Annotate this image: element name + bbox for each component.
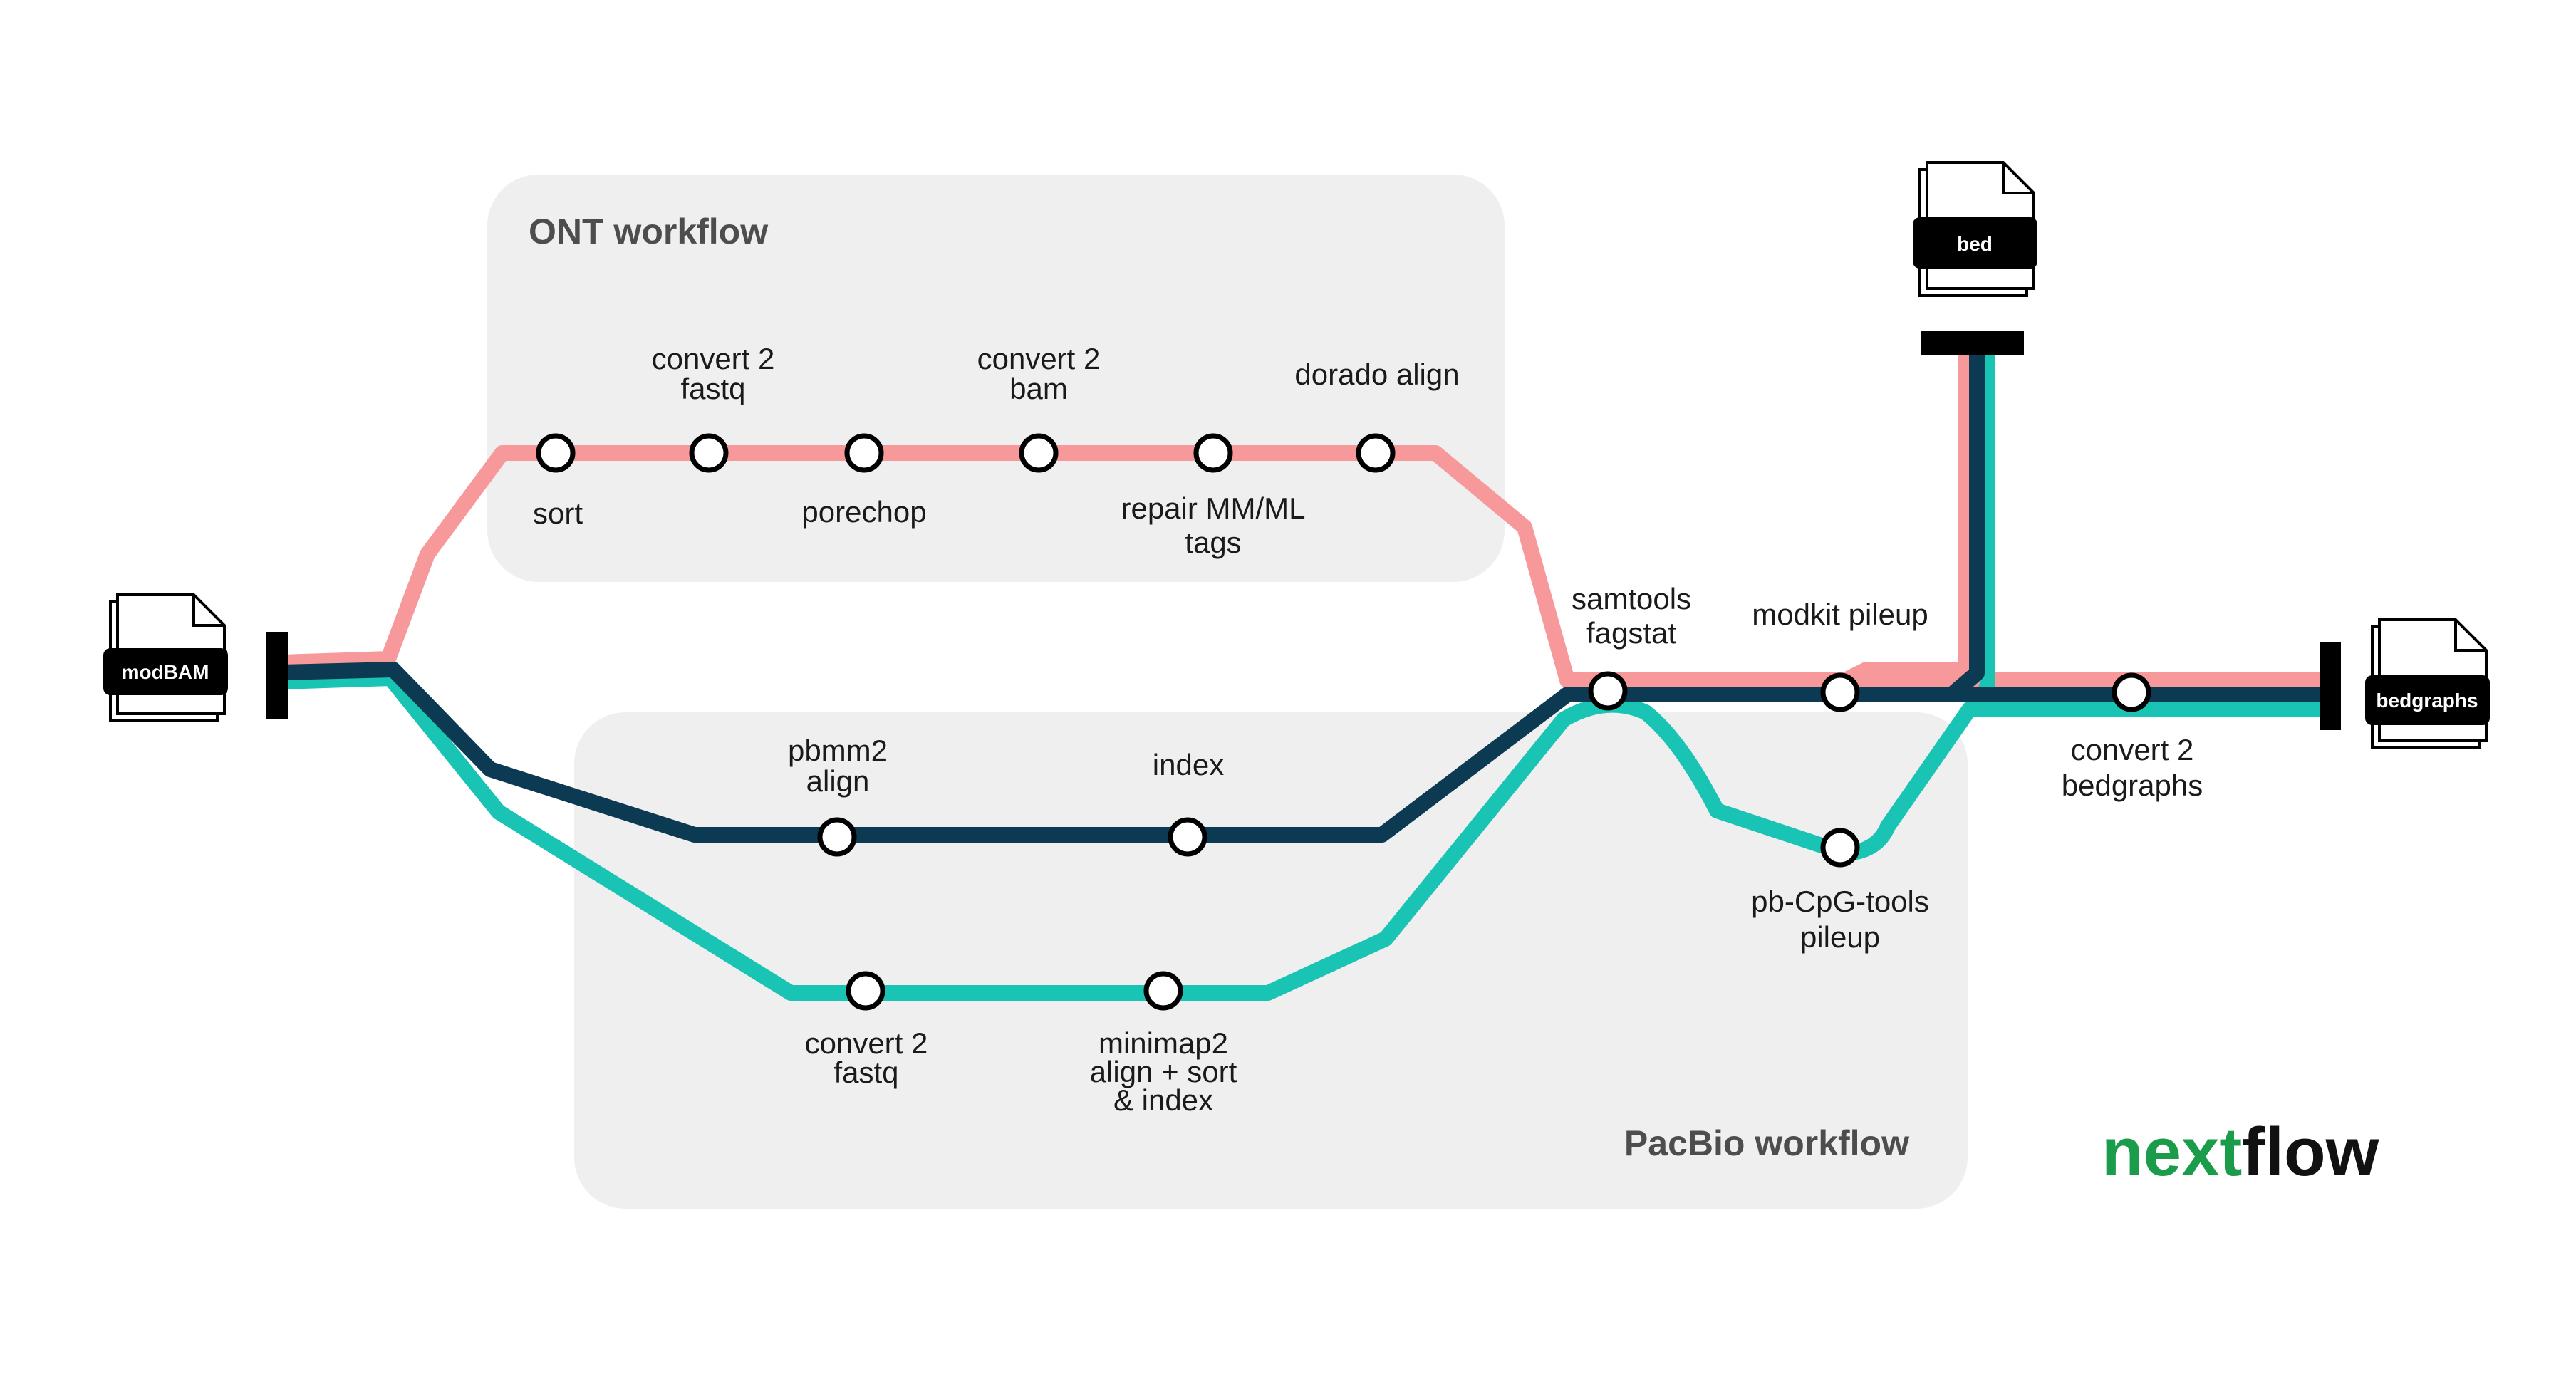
node-sort: [536, 433, 576, 473]
node-convert-2-bam: [1019, 433, 1059, 473]
nextflow-logo: nextflow: [2102, 1114, 2379, 1190]
label-samtools-fagstat: samtools fagstat: [1572, 582, 1691, 650]
node-convert-2-fastq: [689, 433, 729, 473]
label-dorado-align: dorado align: [1294, 358, 1459, 391]
ont-bed-branch: [1837, 338, 1974, 688]
ont-workflow-panel: [487, 175, 1505, 582]
node-index: [1168, 817, 1208, 857]
svg-text:nextflow: nextflow: [2102, 1114, 2379, 1190]
bedgraphs-terminal-bar: [2320, 642, 2341, 730]
node-pb-cpg-tools-pileup: [1820, 828, 1860, 868]
bed-file-icon: [1913, 161, 2037, 297]
label-repair-mm-ml-tags: repair MM/ML tags: [1121, 491, 1305, 559]
label-convert-2-fastq: convert 2 fastq: [652, 342, 775, 405]
logo-next: next: [2102, 1114, 2242, 1190]
label-sort: sort: [533, 496, 583, 530]
label-index: index: [1153, 748, 1224, 781]
ont-workflow-title: ONT workflow: [529, 212, 768, 251]
pbmm2-track: [274, 662, 2334, 843]
bedgraphs-file-icon: [2365, 618, 2490, 749]
label-minimap2-align-sort-index: minimap2 align + sort & index: [1090, 1026, 1237, 1117]
label-convert-2-bam: convert 2 bam: [977, 342, 1101, 405]
node-pbmm2-align: [817, 817, 857, 857]
node-dorado-align: [1356, 433, 1396, 473]
node-convert-2-bedgraphs: [2112, 672, 2151, 712]
label-convert-2-bedgraphs: convert 2 bedgraphs: [2062, 733, 2203, 802]
ont-track: [274, 445, 2334, 688]
node-convert-2-fastq-pacbio: [846, 971, 886, 1011]
pacbio-workflow-title: PacBio workflow: [1624, 1123, 1909, 1163]
node-minimap2-align-sort-index: [1143, 971, 1183, 1011]
minimap2-track: [274, 670, 2334, 1001]
node-samtools-fagstat: [1588, 671, 1628, 711]
label-convert-2-fastq-pacbio: convert 2 fastq: [805, 1026, 928, 1089]
label-pb-cpg-tools-pileup: pb-CpG-tools pileup: [1751, 885, 1929, 954]
logo-flow: flow: [2242, 1114, 2379, 1190]
node-porechop: [844, 433, 884, 473]
label-porechop: porechop: [801, 495, 926, 529]
node-repair-mm-ml-tags: [1193, 433, 1233, 473]
pbmm2-bed-branch: [1944, 338, 1985, 702]
bed-file-label: bed: [1957, 233, 1993, 255]
modbam-file-icon: [103, 593, 228, 722]
input-terminal-bar: [266, 632, 288, 719]
track-lines: [274, 338, 2334, 1001]
modbam-file-label: modBAM: [122, 661, 209, 683]
label-modkit-pileup: modkit pileup: [1752, 598, 1928, 631]
label-pbmm2-align: pbmm2 align: [788, 734, 888, 798]
node-modkit-pileup: [1820, 672, 1860, 712]
bed-terminal-bar: [1921, 331, 2024, 355]
bedgraphs-file-label: bedgraphs: [2376, 689, 2478, 712]
